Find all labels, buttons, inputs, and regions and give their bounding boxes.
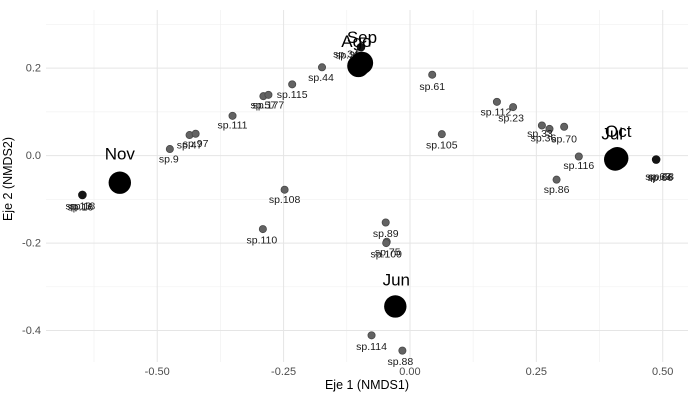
- species-label: sp.111: [218, 119, 248, 131]
- species-point: [258, 225, 267, 234]
- species-label: sp.97: [183, 138, 209, 150]
- y-tick-label: -0.2: [22, 238, 41, 250]
- species-label-overlapped: sp.18: [70, 200, 96, 212]
- species-point: [574, 152, 583, 161]
- x-tick-label: 0.25: [526, 366, 547, 378]
- x-axis-tick-labels: -0.50 -0.25 0.00 0.25 0.50: [145, 366, 674, 378]
- species-point: [280, 185, 289, 194]
- x-tick-label: 0.50: [652, 366, 673, 378]
- species-labels: sp.9sp.47sp.97sp.111sp.57sp.177sp.115sp.…: [66, 49, 675, 368]
- species-label: sp.23: [498, 113, 524, 125]
- month-label: Jun: [383, 270, 410, 289]
- species-label: sp.112: [481, 106, 512, 118]
- species-point: [264, 90, 273, 99]
- species-point: [318, 63, 327, 72]
- month-label: Oct: [605, 122, 632, 141]
- month-label: Jul: [601, 125, 623, 144]
- y-axis-tick-labels: 0.2 0.0 -0.2 -0.4: [22, 63, 41, 337]
- species-point: [428, 70, 437, 79]
- species-label: sp.116: [563, 160, 594, 172]
- species-point: [228, 111, 237, 120]
- species-label: sp.61: [419, 81, 445, 93]
- species-label: sp.109: [370, 249, 402, 261]
- species-label-overlapped: sp.16: [68, 201, 94, 213]
- species-label-overlapped: sp.13: [66, 200, 92, 212]
- species-label: sp.47: [177, 140, 203, 152]
- species-point: [398, 346, 407, 355]
- species-label: sp.105: [426, 140, 458, 152]
- species-label: sp.115: [277, 89, 308, 101]
- gridlines: [46, 10, 688, 362]
- month-point: [384, 295, 407, 318]
- species-label: sp.114: [356, 341, 387, 353]
- species-label: sp.89: [373, 228, 399, 240]
- species-point: [560, 122, 569, 131]
- species-point: [509, 103, 518, 112]
- species-label: sp.177: [253, 99, 285, 111]
- species-label: sp.44: [308, 72, 334, 84]
- species-point-overlapped: [356, 42, 366, 52]
- y-tick-label: -0.4: [22, 325, 41, 337]
- species-point: [492, 97, 501, 106]
- species-point: [382, 239, 391, 248]
- species-point: [437, 130, 446, 139]
- species-label-overlapped: sp.63: [645, 171, 671, 183]
- y-tick-label: 0.0: [26, 150, 41, 162]
- species-point: [165, 145, 174, 154]
- species-label: sp.33: [527, 128, 553, 140]
- species-point: [367, 331, 376, 340]
- month-point: [350, 51, 374, 75]
- month-labels: Ago Jul Sep Oct Nov Jun: [105, 28, 632, 290]
- species-point: [288, 80, 297, 89]
- species-point: [381, 218, 390, 227]
- species-label: sp.110: [246, 235, 277, 247]
- month-point: [108, 171, 132, 194]
- species-label: sp.75: [375, 246, 401, 258]
- y-axis-title: Eje 2 (NMDS2): [1, 136, 15, 222]
- species-points: [78, 42, 661, 355]
- species-label: sp.88: [388, 356, 414, 368]
- y-tick-label: 0.2: [26, 63, 41, 75]
- month-label: Ago: [341, 32, 371, 51]
- x-tick-label: -0.50: [145, 366, 170, 378]
- species-point-overlapped: [651, 155, 661, 164]
- month-label: Nov: [105, 145, 136, 164]
- species-label: sp.70: [551, 133, 577, 145]
- x-tick-label: -0.25: [271, 366, 296, 378]
- month-point: [606, 147, 629, 170]
- species-label: sp.57: [251, 100, 277, 112]
- species-label: sp.36: [531, 132, 557, 144]
- species-label-overlapped: sp.66: [647, 172, 673, 184]
- month-points: [108, 51, 629, 318]
- species-point: [552, 175, 561, 184]
- x-tick-label: 0.00: [399, 366, 420, 378]
- species-label: sp.108: [269, 194, 301, 206]
- species-point-overlapped: [78, 190, 87, 200]
- month-label: Sep: [347, 28, 377, 47]
- x-axis-title: Eje 1 (NMDS1): [324, 378, 410, 392]
- species-point: [537, 121, 546, 130]
- species-label: sp.9: [159, 154, 179, 166]
- species-point: [545, 124, 554, 133]
- species-point: [191, 129, 200, 138]
- species-label: sp.86: [544, 184, 570, 196]
- species-label-overlapped: sp.68: [648, 171, 674, 183]
